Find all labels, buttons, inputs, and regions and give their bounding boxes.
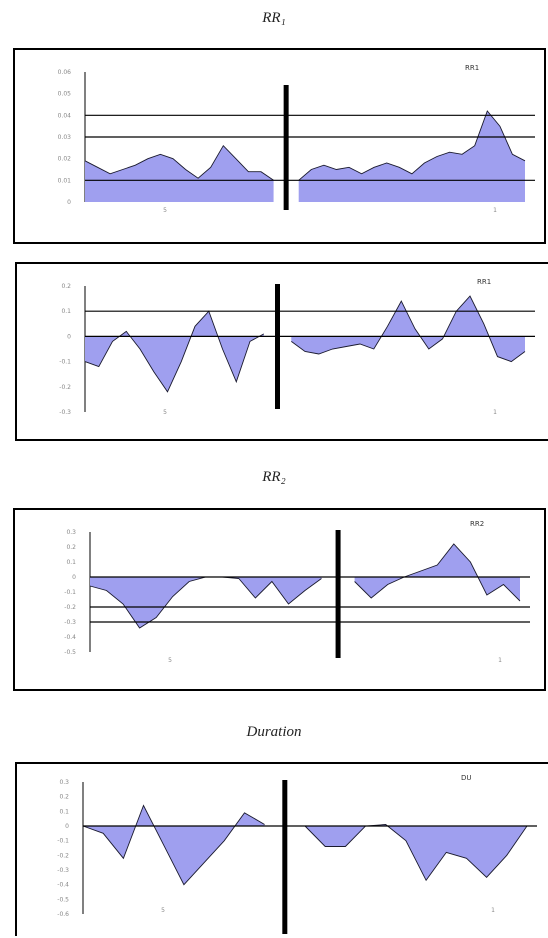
legend-label: DU	[461, 774, 472, 782]
y-tick-label: -0.2	[59, 384, 71, 391]
heading-duration: Duration	[246, 724, 302, 740]
series-area	[354, 544, 520, 601]
chart-frame-duration: -0.6 -0.5 -0.4 -0.3 -0.2 -0.1 0 0.1 0.2 0.3 5 1 DU	[15, 762, 548, 936]
y-tick-label: -0.6	[57, 911, 69, 918]
legend-label: RR1	[477, 278, 491, 286]
x-tick-label: 5	[163, 409, 167, 416]
y-tick-label: 0.1	[61, 308, 71, 315]
x-tick-label: 5	[161, 907, 165, 914]
y-tick-label: 0.2	[59, 794, 69, 801]
x-tick-label: 1	[491, 907, 495, 914]
y-tick-label: 0	[67, 199, 71, 206]
series-line	[354, 543, 521, 602]
series-area	[85, 311, 264, 392]
series-area	[291, 296, 525, 362]
y-tick-label: 0	[72, 574, 76, 581]
y-tick-label: -0.3	[57, 867, 69, 874]
series-area	[298, 111, 525, 202]
chart-rr2: -0.5 -0.4 -0.3 -0.2 -0.1 0 0.1 0.2 0.3 5 1 RR2	[64, 520, 530, 664]
series-line	[84, 144, 274, 181]
x-tick-label: 1	[493, 207, 497, 214]
series-area	[85, 145, 274, 202]
y-tick-label: -0.2	[64, 604, 76, 611]
y-tick-label: -0.2	[57, 852, 69, 859]
y-tick-label: 0.01	[58, 177, 72, 184]
y-tick-label: 0.02	[58, 156, 72, 163]
legend-label: RR2	[470, 520, 484, 528]
y-tick-label: 0.2	[61, 283, 71, 290]
series-line	[291, 295, 526, 363]
y-tick-label: 0.03	[58, 134, 72, 141]
series-line	[304, 824, 528, 882]
y-tick-label: 0.3	[66, 529, 76, 536]
y-tick-label: 0.06	[58, 69, 72, 76]
x-tick-label: 5	[163, 207, 167, 214]
y-tick-label: -0.4	[57, 882, 69, 889]
y-tick-label: 0	[67, 333, 71, 340]
y-tick-label: -0.3	[64, 619, 76, 626]
y-tick-label: 0.1	[66, 559, 76, 566]
legend-label: RR1	[465, 64, 479, 72]
chart-frame-rr1-changes: -0.3 -0.2 -0.1 0 0.1 0.2 5 1 RR1	[15, 262, 548, 441]
y-tick-label: -0.3	[59, 409, 71, 416]
y-tick-label: -0.1	[57, 838, 69, 845]
y-tick-label: -0.4	[64, 634, 76, 641]
chart-rr1-levels: 0 0.01 0.02 0.03 0.04 0.05 0.06 5 1 RR1	[58, 64, 535, 214]
y-tick-label: -0.5	[57, 896, 69, 903]
series-line	[82, 804, 265, 886]
chart-rr1-changes: -0.3 -0.2 -0.1 0 0.1 0.2 5 1 RR1	[59, 278, 535, 416]
y-tick-label: 0	[65, 823, 69, 830]
heading-rr1: RR₁	[262, 10, 286, 26]
y-tick-label: 0.1	[59, 808, 69, 815]
series-area	[90, 577, 322, 628]
y-tick-label: 0.05	[58, 91, 72, 98]
chart-frame-rr2: -0.5 -0.4 -0.3 -0.2 -0.1 0 0.1 0.2 0.3 5 1 RR2	[13, 508, 546, 691]
series-area	[305, 824, 527, 881]
chart-duration: -0.6 -0.5 -0.4 -0.3 -0.2 -0.1 0 0.1 0.2 0.3 5 1 DU	[57, 774, 537, 934]
y-tick-label: 0.3	[59, 779, 69, 786]
heading-rr2: RR₂	[262, 469, 286, 485]
x-tick-label: 1	[493, 409, 497, 416]
y-tick-label: -0.1	[59, 359, 71, 366]
y-tick-label: -0.1	[64, 589, 76, 596]
series-line	[298, 110, 526, 181]
series-line	[84, 310, 265, 393]
series-area	[83, 805, 265, 885]
y-tick-label: -0.5	[64, 649, 76, 656]
chart-frame-rr1-levels: 0 0.01 0.02 0.03 0.04 0.05 0.06 5 1 RR1	[13, 48, 546, 244]
y-tick-label: 0.04	[58, 112, 72, 119]
y-tick-label: 0.2	[66, 544, 76, 551]
x-tick-label: 1	[498, 657, 502, 664]
x-tick-label: 5	[168, 657, 172, 664]
